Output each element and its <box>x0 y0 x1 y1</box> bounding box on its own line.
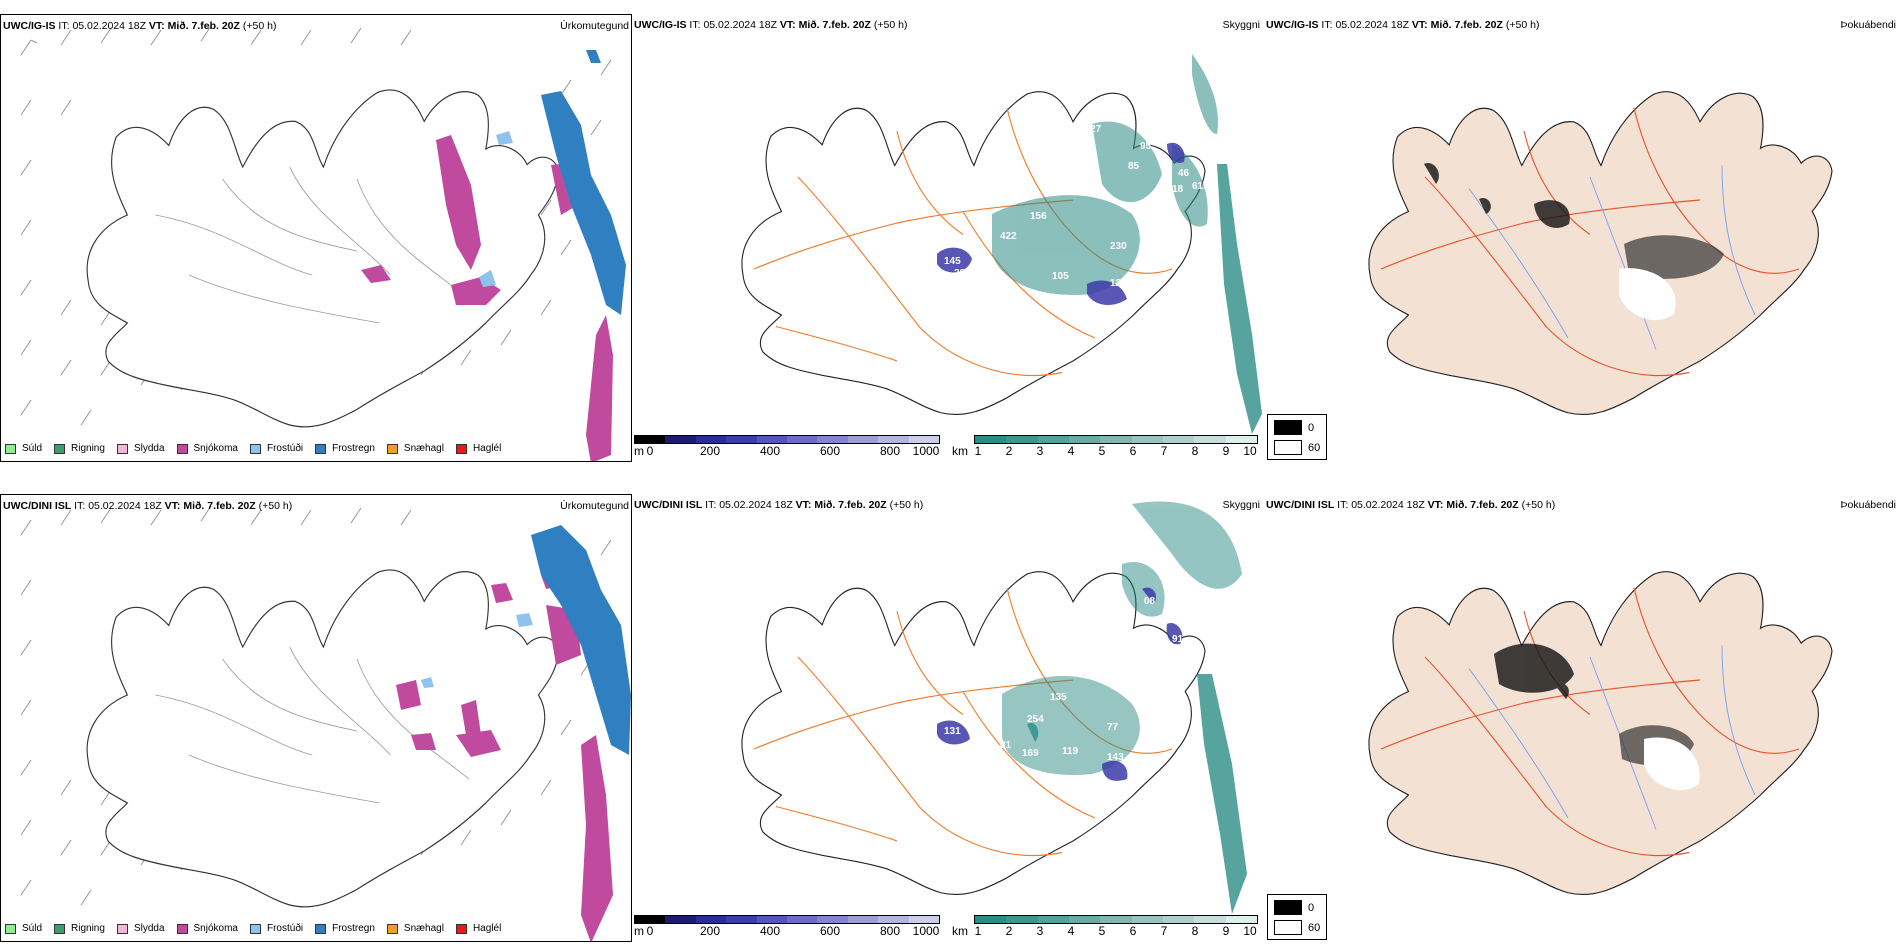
legend-item-snjokoma: Snjókoma <box>176 923 238 934</box>
fog-map-row2 <box>1368 571 1833 896</box>
precip-title: Úrkomutegund <box>560 20 629 32</box>
legend-item-snjokoma: Snjókoma <box>176 443 238 454</box>
precip-map-row1 <box>20 25 626 461</box>
vis-label: 95 <box>1140 141 1152 152</box>
visibility-panel-row2: 131 81 254 169 135 119 143 77 08 91 52 3… <box>632 494 1264 942</box>
precip-panel-row2: UWC/DINI ISL IT: 05.02.2024 18Z VT: Mið.… <box>0 494 632 942</box>
svg-text:254: 254 <box>1027 714 1044 725</box>
header-row2-fog: UWC/DINI ISL IT: 05.02.2024 18Z VT: Mið.… <box>1266 499 1556 511</box>
legend-item-frostregn: Frostregn <box>315 923 375 934</box>
vis-label: 105 <box>1052 271 1069 282</box>
svg-text:81: 81 <box>1000 740 1012 751</box>
vis-label: 27 <box>1090 124 1102 135</box>
header-row1-vis: UWC/IG-IS IT: 05.02.2024 18Z VT: Mið. 7.… <box>634 19 908 31</box>
it-label: IT: <box>58 20 70 32</box>
header-row2-precip: UWC/DINI ISL IT: 05.02.2024 18Z VT: Mið.… <box>3 500 293 512</box>
legend-item-frostudi: Frostúði <box>249 443 303 454</box>
precip-panel-row1: UWC/IG-IS IT: 05.02.2024 18Z VT: Mið. 7.… <box>0 14 632 462</box>
vis-labels-row1: 145 280 422 196 156 105 230 127 95 85 46… <box>944 124 1209 289</box>
legend-item-rigning: Rigning <box>54 443 105 454</box>
svg-text:52: 52 <box>974 646 986 657</box>
legend-item-haglel: Haglél <box>455 923 501 934</box>
visibility-panel-row1: 145 280 422 196 156 105 230 127 95 85 46… <box>632 14 1264 462</box>
vis-title: Skyggni <box>1222 499 1260 511</box>
svg-text:169: 169 <box>1022 748 1039 759</box>
height-colorbar-row2: m 0 200 400 600 800 1000 <box>634 915 940 939</box>
legend-item-frostregn: Frostregn <box>315 443 375 454</box>
legend-item-sudl: Súld <box>5 443 42 454</box>
vis-label: 145 <box>944 256 961 267</box>
vis-labels-row2: 131 81 254 169 135 119 143 77 08 91 52 3… <box>944 596 1184 763</box>
legend-item-sudl: Súld <box>5 923 42 934</box>
vis-title: Skyggni <box>1222 19 1260 31</box>
fog-title: Þokuábendi <box>1840 499 1896 511</box>
fog-map-row1 <box>1368 91 1833 416</box>
height-unit: m <box>634 444 644 458</box>
svg-text:08: 08 <box>1144 596 1156 607</box>
svg-text:30: 30 <box>1142 731 1154 742</box>
header-row1-fog: UWC/IG-IS IT: 05.02.2024 18Z VT: Mið. 7.… <box>1266 19 1540 31</box>
vis-label: 615 <box>1192 181 1209 192</box>
visibility-map-row1: 145 280 422 196 156 105 230 127 95 85 46… <box>741 54 1262 434</box>
visibility-map-row2: 131 81 254 169 135 119 143 77 08 91 52 3… <box>741 501 1247 914</box>
precip-legend-row1: Súld Rigning Slydda Snjókoma Frostúði Fr… <box>5 443 513 454</box>
fog-panel-row2: UWC/DINI ISL IT: 05.02.2024 18Z VT: Mið.… <box>1264 494 1900 942</box>
vis-label: 156 <box>1030 211 1047 222</box>
vis-label: 196 <box>988 274 1005 285</box>
precip-legend-row2: Súld Rigning Slydda Snjókoma Frostúði Fr… <box>5 923 513 934</box>
model-name: UWC/IG-IS <box>3 20 56 32</box>
lead-time: (+50 h) <box>242 20 277 32</box>
header-row1-precip: UWC/IG-IS IT: 05.02.2024 18Z VT: Mið. 7.… <box>3 20 276 32</box>
svg-text:77: 77 <box>1107 722 1119 733</box>
legend-item-slydda: Slydda <box>116 923 165 934</box>
precip-map-row2 <box>20 505 631 941</box>
svg-text:143: 143 <box>1107 752 1124 763</box>
vis-label: 127 <box>1110 278 1127 289</box>
vis-label: 99 <box>1166 201 1178 212</box>
svg-text:135: 135 <box>1050 692 1067 703</box>
svg-text:119: 119 <box>1062 746 1079 757</box>
vis-label: 280 <box>954 268 971 279</box>
fog-legend-row2: 0 60 <box>1267 894 1327 940</box>
vt-label: VT: <box>148 20 165 32</box>
fog-legend-row1: 0 60 <box>1267 414 1327 460</box>
fog-panel-row1: UWC/IG-IS IT: 05.02.2024 18Z VT: Mið. 7.… <box>1264 14 1900 462</box>
vis-label: 422 <box>1000 231 1017 242</box>
legend-item-haglel: Haglél <box>455 443 501 454</box>
visibility-colorbar-row2: km 1 2 3 4 5 6 7 8 9 10 <box>952 915 1258 939</box>
svg-text:131: 131 <box>944 726 961 737</box>
header-row2-vis: UWC/DINI ISL IT: 05.02.2024 18Z VT: Mið.… <box>634 499 924 511</box>
legend-item-frostudi: Frostúði <box>249 923 303 934</box>
precip-title: Úrkomutegund <box>560 500 629 512</box>
legend-item-rigning: Rigning <box>54 923 105 934</box>
height-colorbar-row1: m 0 200 400 600 800 1000 <box>634 435 940 459</box>
vis-label: 230 <box>1110 241 1127 252</box>
visibility-unit: km <box>952 444 968 458</box>
legend-item-snaehagl: Snæhagl <box>386 923 444 934</box>
svg-text:91: 91 <box>1172 634 1184 645</box>
legend-item-snaehagl: Snæhagl <box>386 443 444 454</box>
legend-item-slydda: Slydda <box>116 443 165 454</box>
fog-title: Þokuábendi <box>1840 19 1896 31</box>
vt-value: Mið. 7.feb. 20Z <box>167 20 240 32</box>
vis-label: 18 <box>1172 184 1184 195</box>
vis-label: 85 <box>1128 161 1140 172</box>
it-value: 05.02.2024 18Z <box>72 20 146 32</box>
visibility-colorbar-row1: km 1 2 3 4 5 6 7 8 9 10 <box>952 435 1258 459</box>
vis-label: 46 <box>1178 168 1190 179</box>
